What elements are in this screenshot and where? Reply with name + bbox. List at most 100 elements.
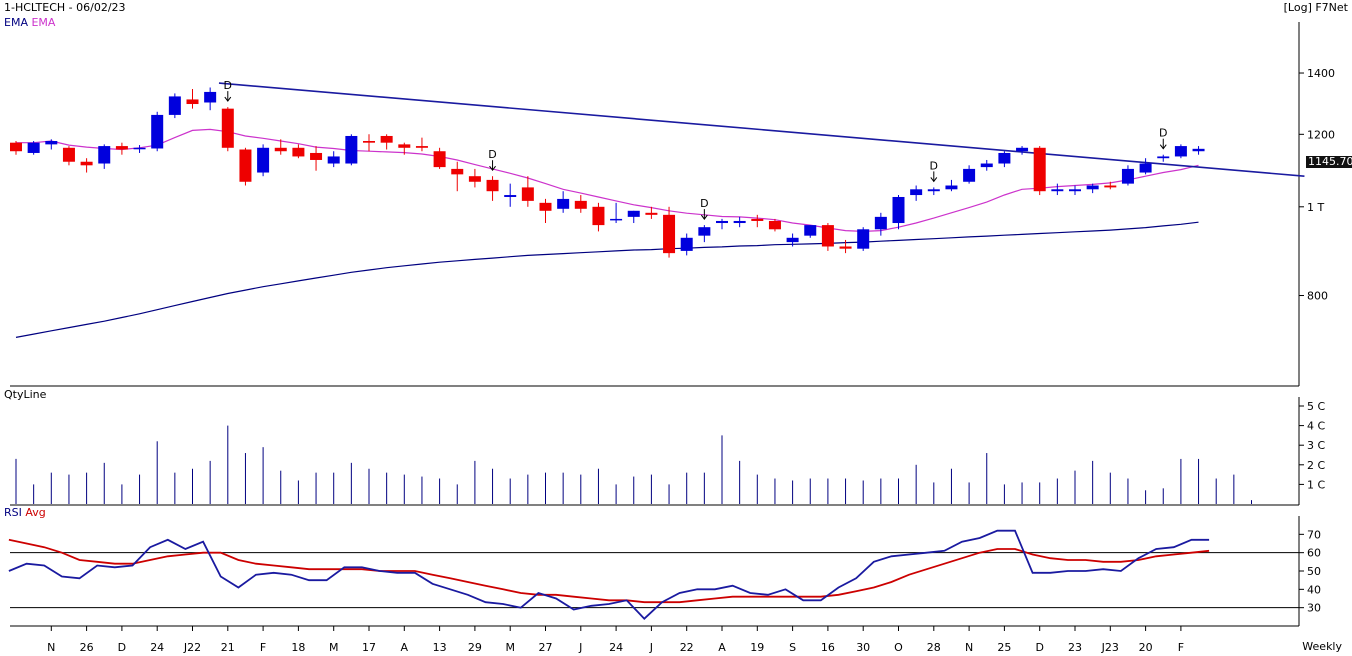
candle bbox=[1157, 154, 1170, 162]
candle bbox=[62, 146, 75, 166]
candle bbox=[221, 107, 234, 152]
candle-body bbox=[186, 99, 199, 105]
x-tick-label: 13 bbox=[433, 641, 447, 654]
candle bbox=[592, 202, 605, 232]
candle bbox=[804, 225, 817, 238]
candle-body bbox=[1139, 163, 1152, 173]
candle-body bbox=[910, 189, 923, 196]
candle bbox=[292, 144, 305, 159]
candle-body bbox=[733, 220, 746, 224]
candle bbox=[998, 151, 1011, 168]
candle-body bbox=[1174, 146, 1187, 157]
candle bbox=[1016, 146, 1029, 155]
candle bbox=[698, 225, 711, 243]
candle bbox=[1192, 146, 1205, 155]
x-tick-label: J bbox=[578, 641, 582, 654]
signal-label: D bbox=[224, 79, 232, 92]
candle-body bbox=[645, 212, 658, 215]
x-tick-label: A bbox=[401, 641, 409, 654]
candle bbox=[857, 227, 870, 251]
candle-body bbox=[751, 218, 764, 221]
candle-body bbox=[345, 135, 358, 164]
candle-body bbox=[415, 146, 428, 148]
candle-body bbox=[133, 147, 146, 150]
rsi-label: RSI bbox=[4, 506, 22, 519]
candle-body bbox=[857, 229, 870, 249]
candle-body bbox=[221, 108, 234, 148]
candle bbox=[980, 159, 993, 171]
rsi-tick-label: 60 bbox=[1307, 547, 1321, 560]
candle bbox=[204, 87, 217, 111]
candle-body bbox=[204, 91, 217, 103]
candle-body bbox=[1033, 147, 1046, 192]
candle bbox=[892, 195, 905, 230]
x-tick-label: A bbox=[718, 641, 726, 654]
candle bbox=[433, 147, 446, 169]
candle-body bbox=[10, 142, 22, 152]
candle bbox=[963, 165, 976, 184]
rsi-tick-label: 50 bbox=[1307, 565, 1321, 578]
candle bbox=[751, 214, 764, 228]
x-tick-label: 26 bbox=[80, 641, 94, 654]
x-tick-label: 21 bbox=[221, 641, 235, 654]
candle bbox=[380, 134, 393, 150]
x-tick-label: N bbox=[965, 641, 973, 654]
signal-marker: D bbox=[1159, 127, 1167, 150]
candle-body bbox=[610, 218, 623, 221]
signal-label: D bbox=[700, 197, 708, 210]
candle bbox=[521, 176, 534, 207]
candle-body bbox=[768, 220, 781, 230]
candle-body bbox=[1016, 147, 1029, 152]
x-tick-label: 17 bbox=[362, 641, 376, 654]
x-tick-label: 22 bbox=[680, 641, 694, 654]
candle bbox=[186, 88, 199, 109]
candle-body bbox=[663, 214, 676, 254]
x-tick-label: 23 bbox=[1068, 641, 1082, 654]
candle-body bbox=[292, 147, 305, 157]
signal-label: D bbox=[930, 159, 938, 172]
price-tick-label: 1400 bbox=[1307, 67, 1335, 80]
x-tick-label: 27 bbox=[539, 641, 553, 654]
candle-body bbox=[821, 225, 834, 247]
x-tick-label: O bbox=[894, 641, 903, 654]
candle bbox=[574, 195, 587, 213]
signal-marker: D bbox=[224, 79, 232, 102]
candle-body bbox=[592, 206, 605, 226]
x-tick-label: F bbox=[1178, 641, 1184, 654]
x-tick-label: 29 bbox=[468, 641, 482, 654]
candle bbox=[239, 147, 252, 186]
x-tick-label: J23 bbox=[1101, 641, 1119, 654]
candle-body bbox=[945, 185, 958, 190]
candle-body bbox=[539, 202, 552, 211]
scale-label: [Log] F7Net bbox=[1283, 1, 1348, 14]
candle bbox=[345, 134, 358, 166]
candle-body bbox=[892, 196, 905, 224]
indicator-legend: EMA EMA bbox=[4, 17, 55, 29]
x-tick-label: N bbox=[47, 641, 55, 654]
candle-body bbox=[486, 179, 499, 192]
price-tick-label: 800 bbox=[1307, 290, 1328, 303]
candle-body bbox=[62, 147, 75, 162]
candle bbox=[257, 144, 270, 177]
candle bbox=[27, 140, 40, 155]
candle bbox=[415, 137, 428, 152]
candle bbox=[1086, 183, 1099, 194]
candle-body bbox=[557, 198, 570, 209]
candle-body bbox=[839, 246, 852, 249]
x-tick-label: 28 bbox=[927, 641, 941, 654]
ema-label-1: EMA bbox=[4, 16, 28, 29]
ema-short-line bbox=[16, 128, 1199, 233]
signal-arrow-head bbox=[489, 165, 496, 172]
chart-title: 1-HCLTECH - 06/02/23 bbox=[4, 1, 126, 14]
candle-body bbox=[239, 149, 252, 182]
candle bbox=[398, 142, 411, 155]
x-tick-label: M bbox=[329, 641, 339, 654]
candle-body bbox=[698, 227, 711, 236]
candle bbox=[133, 145, 146, 153]
x-tick-label: S bbox=[789, 641, 796, 654]
resistance-trendline bbox=[218, 82, 1305, 177]
signal-marker: D bbox=[700, 197, 709, 220]
qty-tick-label: 2 C bbox=[1307, 459, 1325, 472]
candle bbox=[327, 151, 340, 168]
